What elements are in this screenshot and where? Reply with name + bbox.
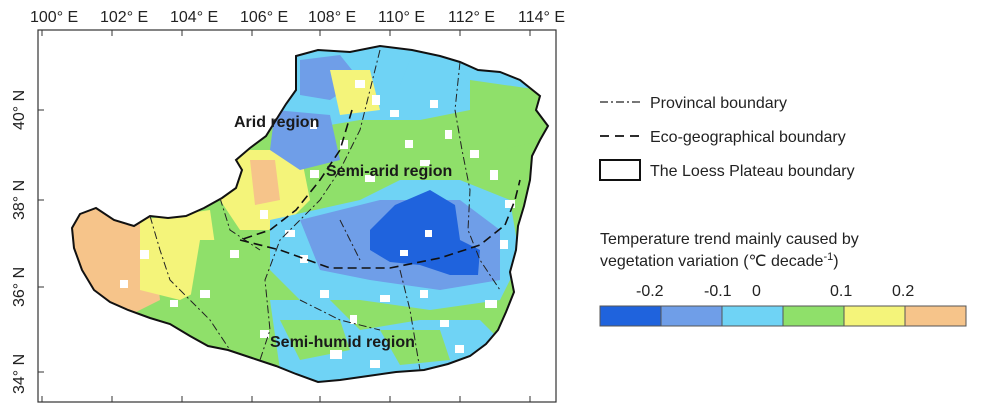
y-tick-label: 36° N [11,267,28,307]
colorbar-tick-label: 0 [752,283,761,300]
colorbar-swatch [660,305,723,327]
colorbar-swatch [721,305,784,327]
colorbar-tick-label: -0.2 [636,283,664,300]
x-tick-label: 106° E [240,9,288,26]
colorbar [599,305,967,327]
region-label-semi-humid: Semi-humid region [270,334,415,351]
colorbar-swatch [904,305,967,327]
legend-loess-symbol [599,159,641,181]
x-tick-marks [41,30,531,402]
legend: Provincal boundary Eco-geographical boun… [599,95,855,181]
colorbar-swatch [782,305,845,327]
x-tick-label: 108° E [308,9,356,26]
loess-plateau-boundary [70,44,550,384]
colorbar-title-text: vegetation variation (℃ decade [600,253,824,270]
colorbar-swatch [599,305,662,327]
eco-geographical-boundaries [239,109,521,269]
colorbar-title-sup: -1 [823,251,833,263]
y-tick-label: 40° N [11,90,28,130]
legend-provincial-label: Provincal boundary [650,95,787,112]
colorbar-swatch [843,305,906,327]
y-tick-label: 38° N [11,180,28,220]
legend-loess-label: The Loess Plateau boundary [650,163,855,180]
colorbar-title-line2: vegetation variation (℃ decade-1) [600,251,839,270]
y-tick-marks [38,109,44,373]
x-tick-label: 102° E [100,9,148,26]
colorbar-title-close: ) [833,253,838,270]
y-tick-label: 34° N [11,354,28,394]
colorbar-tick-label: -0.1 [704,283,732,300]
x-tick-label: 112° E [448,9,495,26]
colorbar-tick-label: 0.1 [830,283,852,300]
x-tick-label: 100° E [30,9,78,26]
x-tick-label: 110° E [378,9,425,26]
region-label-semi-arid: Semi-arid region [326,163,452,180]
region-label-arid: Arid region [234,114,319,131]
colorbar-title-line1: Temperature trend mainly caused by [600,231,859,248]
x-tick-label: 114° E [518,9,565,26]
legend-eco-label: Eco-geographical boundary [650,129,846,146]
x-tick-label: 104° E [170,9,218,26]
provincial-boundaries [149,49,501,371]
colorbar-tick-label: 0.2 [892,283,914,300]
